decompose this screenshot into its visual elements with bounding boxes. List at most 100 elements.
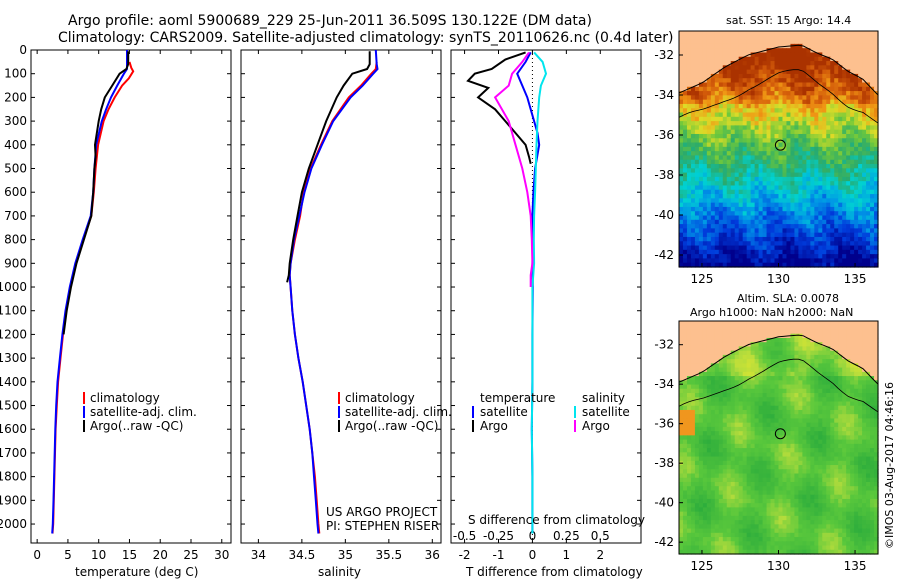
map-cell bbox=[842, 146, 847, 152]
map-cell bbox=[798, 155, 803, 161]
map-cell bbox=[770, 189, 776, 195]
map-cell bbox=[690, 82, 696, 88]
map-cell bbox=[710, 363, 716, 369]
map-cell bbox=[766, 262, 772, 268]
legend-argo-label: Argo(..raw -QC) bbox=[90, 419, 183, 433]
map-cell bbox=[734, 219, 740, 225]
map-cell bbox=[706, 371, 712, 377]
map-cell bbox=[722, 465, 728, 470]
map-cell bbox=[846, 342, 851, 348]
map-cell bbox=[854, 73, 859, 79]
map-cell bbox=[870, 31, 875, 36]
map-cell bbox=[758, 172, 764, 178]
map-x-tick-label: 130 bbox=[767, 272, 790, 286]
map-cell bbox=[834, 194, 839, 199]
map-cell bbox=[762, 164, 768, 169]
map-cell bbox=[758, 133, 764, 139]
map-cell bbox=[726, 232, 732, 238]
map-cell bbox=[838, 215, 843, 221]
map-cell bbox=[722, 198, 728, 204]
map-cell bbox=[754, 194, 760, 199]
map-cell bbox=[794, 73, 799, 79]
map-cell bbox=[814, 219, 819, 225]
sst-depth-contour bbox=[678, 69, 879, 124]
map-cell bbox=[730, 422, 736, 428]
map-cell bbox=[758, 56, 764, 62]
map-cell bbox=[790, 477, 796, 483]
salinity-lines bbox=[286, 49, 379, 534]
map-cell bbox=[850, 414, 855, 420]
map-cell bbox=[862, 376, 867, 381]
map-cell bbox=[818, 219, 823, 225]
map-cell bbox=[798, 397, 803, 403]
map-cell bbox=[870, 435, 875, 441]
map-cell bbox=[722, 39, 728, 45]
map-cell bbox=[722, 460, 728, 466]
map-cell bbox=[842, 342, 847, 348]
map-cell bbox=[714, 155, 720, 161]
map-cell bbox=[702, 359, 708, 364]
map-cell bbox=[746, 435, 752, 441]
map-cell bbox=[842, 151, 847, 157]
map-cell bbox=[838, 473, 843, 479]
map-cell bbox=[778, 39, 784, 45]
map-cell bbox=[782, 426, 788, 432]
map-cell bbox=[790, 181, 796, 187]
map-cell bbox=[854, 129, 859, 135]
map-cell bbox=[818, 337, 823, 343]
map-cell bbox=[806, 414, 811, 420]
map-cell bbox=[866, 185, 871, 191]
map-cell bbox=[746, 452, 752, 458]
map-cell bbox=[798, 456, 803, 462]
map-cell bbox=[770, 91, 776, 96]
map-cell bbox=[679, 376, 684, 381]
map-cell bbox=[750, 232, 756, 238]
map-cell bbox=[686, 460, 692, 466]
map-cell bbox=[770, 86, 776, 92]
map-cell bbox=[750, 414, 756, 420]
map-cell bbox=[786, 194, 792, 199]
map-cell bbox=[870, 164, 875, 169]
map-cell bbox=[826, 333, 831, 339]
map-cell bbox=[830, 236, 835, 242]
map-cell bbox=[866, 206, 871, 212]
map-cell bbox=[790, 405, 796, 411]
map-cell bbox=[850, 477, 855, 483]
map-cell bbox=[814, 426, 819, 432]
map-cell bbox=[850, 198, 855, 204]
map-cell bbox=[710, 460, 716, 466]
map-cell bbox=[734, 52, 740, 58]
map-cell bbox=[850, 333, 855, 339]
map-cell bbox=[682, 371, 688, 377]
map-cell bbox=[842, 393, 847, 398]
map-cell bbox=[850, 176, 855, 182]
map-cell bbox=[679, 224, 684, 229]
map-cell bbox=[738, 337, 744, 343]
map-cell bbox=[774, 401, 780, 407]
map-cell bbox=[874, 95, 879, 101]
map-cell bbox=[826, 185, 831, 191]
map-cell bbox=[762, 414, 768, 420]
map-cell bbox=[726, 121, 732, 126]
map-cell bbox=[798, 61, 803, 66]
map-cell bbox=[714, 185, 720, 191]
map-cell bbox=[802, 380, 807, 386]
map-cell bbox=[830, 418, 835, 424]
map-cell bbox=[838, 91, 843, 96]
map-cell bbox=[842, 422, 847, 428]
map-cell bbox=[758, 241, 764, 247]
map-cell bbox=[778, 431, 784, 436]
map-cell bbox=[750, 211, 756, 217]
map-cell bbox=[694, 460, 700, 466]
map-cell bbox=[790, 236, 796, 242]
map-cell bbox=[730, 245, 736, 251]
map-cell bbox=[710, 69, 716, 75]
map-cell bbox=[870, 91, 875, 96]
map-cell bbox=[814, 164, 819, 169]
map-cell bbox=[730, 95, 736, 101]
map-cell bbox=[726, 181, 732, 187]
map-cell bbox=[818, 405, 823, 411]
map-cell bbox=[810, 151, 815, 157]
map-cell bbox=[690, 146, 696, 152]
map-cell bbox=[854, 393, 859, 398]
